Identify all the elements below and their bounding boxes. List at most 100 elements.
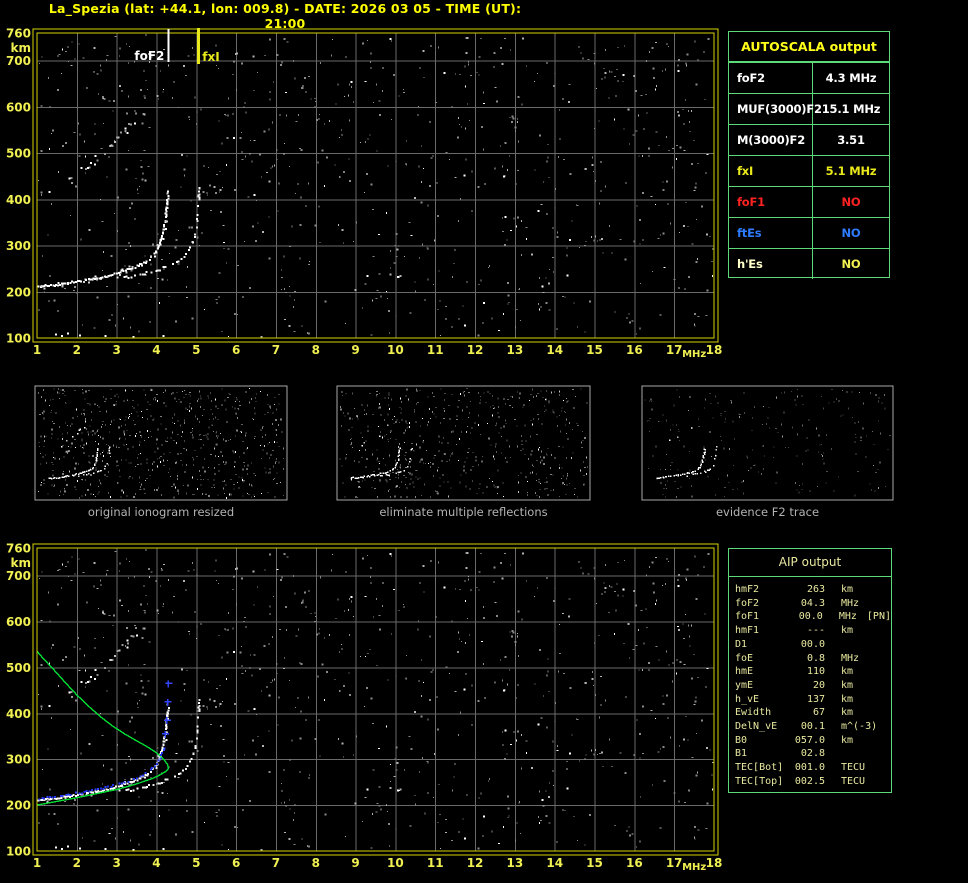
window-title: La_Spezia (lat: +44.1, lon: 009.8) - DAT… xyxy=(48,1,522,31)
parameter-unit: km xyxy=(841,584,854,595)
parameter-name: foF2 xyxy=(735,597,760,609)
parameter-name: TEC[Top] xyxy=(735,775,784,787)
parameter-name: foF1 xyxy=(735,611,760,623)
table-row: MUF(3000)F2 15.1 MHz xyxy=(729,93,889,124)
low-altitude-echoes xyxy=(54,332,165,339)
svg-text:18: 18 xyxy=(706,343,723,357)
parameter-value: 0.8 xyxy=(806,652,825,664)
parameter-value: --- xyxy=(806,625,825,637)
thumb-caption-original: original ionogram resized xyxy=(87,505,235,519)
restored-trace-blue xyxy=(38,747,166,801)
svg-text:8: 8 xyxy=(312,343,320,357)
parameter-unit: km xyxy=(841,693,854,705)
svg-text:14: 14 xyxy=(546,856,563,870)
svg-text:4: 4 xyxy=(152,343,160,357)
svg-text:200: 200 xyxy=(6,799,31,813)
table-row: TEC[Bot] 001.0 TECU xyxy=(729,761,891,775)
svg-text:500: 500 xyxy=(6,147,31,161)
svg-text:600: 600 xyxy=(6,100,31,114)
fof2-marker-label: foF2 xyxy=(134,49,164,63)
svg-text:700: 700 xyxy=(6,54,31,68)
svg-text:10: 10 xyxy=(387,343,404,357)
parameter-value: 02.8 xyxy=(800,748,825,760)
parameter-value: 00.1 xyxy=(800,721,825,733)
parameter-name: foF1 xyxy=(729,187,813,217)
table-row: hmF2 263 km xyxy=(729,583,891,597)
table-row: M(3000)F2 3.51 xyxy=(729,124,889,155)
parameter-name: B1 xyxy=(735,748,748,760)
parameter-name: M(3000)F2 xyxy=(729,125,813,155)
svg-text:13: 13 xyxy=(507,856,524,870)
parameter-name: TEC[Bot] xyxy=(735,762,784,774)
table-row: foF2 4.3 MHz xyxy=(729,62,889,93)
table-row: ymE 20 km xyxy=(729,679,891,693)
parameter-name: MUF(3000)F2 xyxy=(729,94,822,124)
parameter-unit: km xyxy=(841,734,854,746)
aip-output-table: AIP output hmF2 263 km foF2 04.3 MHz foF1 00.… xyxy=(728,548,892,793)
parameter-name: foF2 xyxy=(729,63,813,93)
parameter-unit: km xyxy=(841,707,854,719)
aip-table-body: hmF2 263 km foF2 04.3 MHz foF1 00.0 MHz [PN] hm… xyxy=(729,583,891,789)
parameter-value: NO xyxy=(841,226,861,240)
table-row: foF2 04.3 MHz xyxy=(729,597,891,611)
noise-dots xyxy=(38,34,714,338)
svg-text:8: 8 xyxy=(312,856,320,870)
svg-text:5: 5 xyxy=(192,343,200,357)
parameter-name: fxI xyxy=(729,156,813,186)
svg-text:200: 200 xyxy=(6,285,31,299)
parameter-name: h'Es xyxy=(729,249,813,279)
parameter-value: 057.0 xyxy=(794,734,825,746)
f2-trace-extraordinary xyxy=(116,186,201,279)
parameter-value: NO xyxy=(841,195,861,209)
table-row: Ewidth 67 km xyxy=(729,706,891,720)
svg-text:7: 7 xyxy=(272,856,280,870)
table-row: foF1 00.0 MHz [PN] xyxy=(729,610,891,624)
svg-text:7: 7 xyxy=(272,343,280,357)
plot-frame xyxy=(32,543,719,856)
f2-trace-ordinary-halo xyxy=(40,192,169,290)
svg-text:16: 16 xyxy=(626,343,643,357)
parameter-value: 263 xyxy=(806,584,825,595)
parameter-name: ftEs xyxy=(729,218,813,248)
svg-text:12: 12 xyxy=(467,856,484,870)
grid-lines xyxy=(37,33,714,338)
aip-table-title: AIP output xyxy=(729,549,891,577)
parameter-value: 110 xyxy=(806,666,825,678)
plot-frame xyxy=(32,28,719,343)
parameter-unit: m^(-3) xyxy=(841,721,878,733)
table-row: foE 0.8 MHz xyxy=(729,652,891,666)
parameter-name: hmF2 xyxy=(735,584,760,595)
table-row: B0 057.0 km xyxy=(729,734,891,748)
parameter-unit: MHz xyxy=(838,611,857,623)
autoscala-output-table: AUTOSCALA output foF2 4.3 MHz MUF(3000)F2… xyxy=(728,31,890,279)
svg-text:13: 13 xyxy=(507,343,524,357)
parameter-name: hmE xyxy=(735,666,754,678)
svg-text:10: 10 xyxy=(387,856,404,870)
f2-trace-ordinary xyxy=(37,707,170,802)
svg-text:760: 760 xyxy=(6,27,31,41)
svg-text:MHz: MHz xyxy=(682,349,706,360)
parameter-value: 5.1 MHz xyxy=(825,164,877,178)
svg-text:17: 17 xyxy=(666,856,683,870)
fxi-marker-label: fxI xyxy=(202,50,219,64)
svg-text:300: 300 xyxy=(6,753,31,767)
table-row: fxI 5.1 MHz xyxy=(729,155,889,186)
parameter-unit: km xyxy=(841,625,854,637)
low-altitude-echoes xyxy=(54,845,165,852)
parameter-value: 001.0 xyxy=(794,762,825,774)
svg-text:9: 9 xyxy=(351,856,359,870)
parameter-value: 4.3 MHz xyxy=(825,71,877,85)
parameter-name: ymE xyxy=(735,679,754,691)
svg-text:1: 1 xyxy=(33,856,41,870)
parameter-unit: km xyxy=(841,666,854,678)
parameter-name: foE xyxy=(735,652,754,664)
svg-text:km: km xyxy=(11,556,31,570)
table-row: hmE 110 km xyxy=(729,665,891,679)
svg-text:760: 760 xyxy=(6,542,31,556)
critical-frequency-markers: foF2 fxI xyxy=(134,28,220,64)
